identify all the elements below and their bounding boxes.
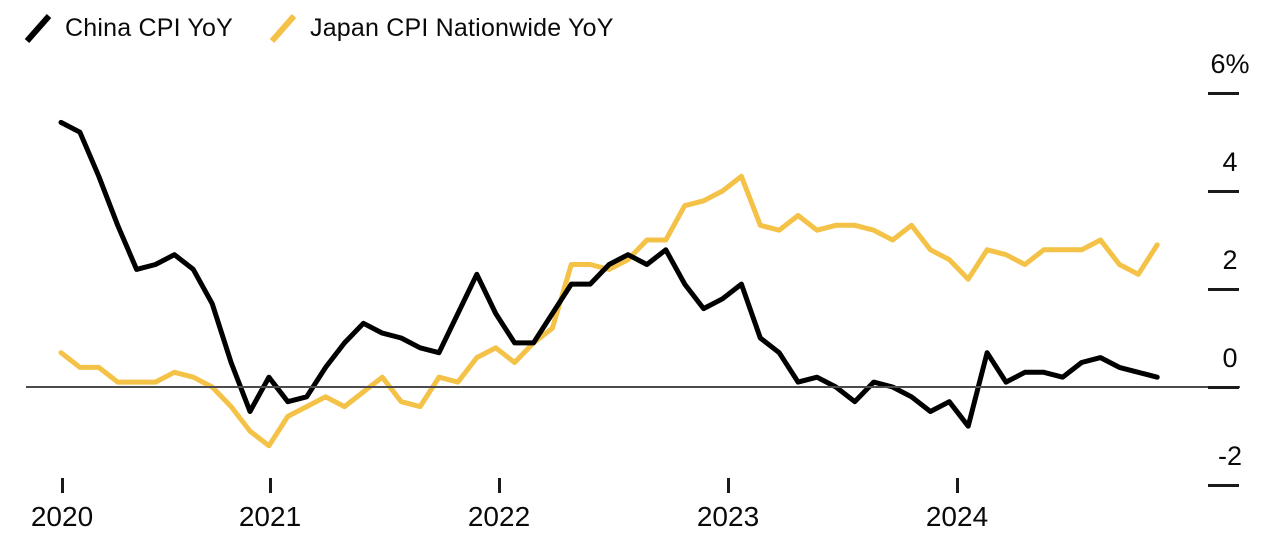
legend-label-china: China CPI YoY (65, 13, 233, 42)
legend-label-japan: Japan CPI Nationwide YoY (310, 13, 614, 42)
legend-item-japan[interactable]: Japan CPI Nationwide YoY (269, 12, 614, 44)
legend-item-china[interactable]: China CPI YoY (24, 12, 233, 44)
china-cpi-line (58, 119, 1160, 429)
japan-line-swatch-icon (269, 14, 297, 43)
china-line-swatch-icon (24, 14, 52, 43)
japan-cpi-line (58, 173, 1160, 449)
chart-legend: China CPI YoY Japan CPI Nationwide YoY (24, 12, 614, 44)
zero-baseline (26, 386, 1240, 388)
